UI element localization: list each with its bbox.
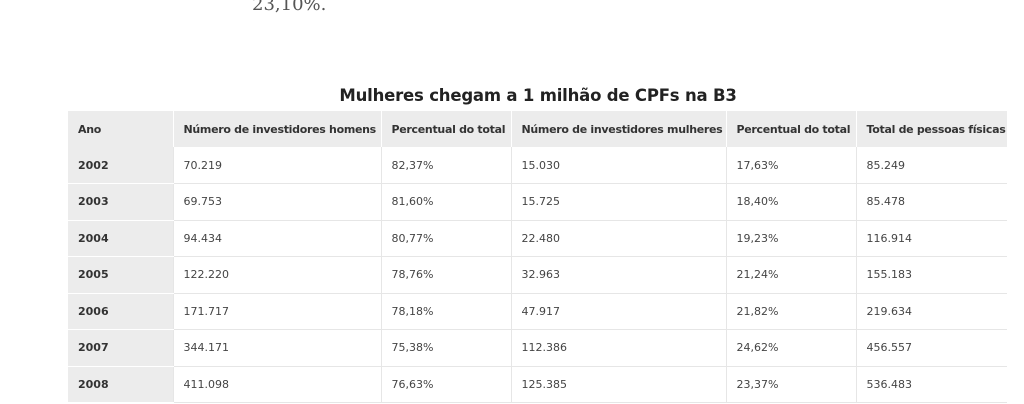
cell-women-investors: 15.725 bbox=[511, 183, 727, 221]
cell-men-percent: 82,37% bbox=[381, 147, 512, 184]
table-title: Mulheres chegam a 1 milhão de CPFs na B3 bbox=[339, 86, 737, 105]
cell-men-percent: 81,60% bbox=[381, 183, 512, 221]
cell-men-percent: 76,63% bbox=[381, 366, 512, 403]
cell-total: 155.183 bbox=[856, 256, 1007, 294]
cell-year: 2008 bbox=[68, 366, 174, 403]
cell-men-percent: 78,76% bbox=[381, 256, 512, 294]
investors-table: Ano Número de investidores homens Percen… bbox=[68, 111, 1008, 403]
cell-men-investors: 122.220 bbox=[173, 256, 382, 294]
cell-total: 85.478 bbox=[856, 183, 1007, 221]
cell-total: 85.249 bbox=[856, 147, 1007, 184]
table-row: 2007 344.171 75,38% 112.386 24,62% 456.5… bbox=[68, 329, 1007, 367]
cell-men-investors: 69.753 bbox=[173, 183, 382, 221]
cell-total: 536.483 bbox=[856, 366, 1007, 403]
table-row: 2006 171.717 78,18% 47.917 21,82% 219.63… bbox=[68, 293, 1007, 330]
cell-men-percent: 75,38% bbox=[381, 329, 512, 367]
column-header-men-investors: Número de investidores homens bbox=[173, 111, 382, 147]
column-header-men-percent: Percentual do total bbox=[381, 111, 512, 147]
table-row: 2008 411.098 76,63% 125.385 23,37% 536.4… bbox=[68, 366, 1007, 403]
cell-year: 2007 bbox=[68, 329, 174, 367]
cell-women-percent: 18,40% bbox=[726, 183, 857, 221]
cell-total: 219.634 bbox=[856, 293, 1007, 330]
cell-women-investors: 15.030 bbox=[511, 147, 727, 184]
column-header-total: Total de pessoas físicas bbox=[856, 111, 1008, 147]
column-header-year: Ano bbox=[68, 111, 174, 147]
cell-total: 456.557 bbox=[856, 329, 1007, 367]
cell-women-percent: 21,24% bbox=[726, 256, 857, 294]
column-header-women-investors: Número de investidores mulheres bbox=[511, 111, 727, 147]
table-row: 2005 122.220 78,76% 32.963 21,24% 155.18… bbox=[68, 256, 1007, 294]
cell-women-investors: 125.385 bbox=[511, 366, 727, 403]
cell-men-investors: 411.098 bbox=[173, 366, 382, 403]
table-row: 2003 69.753 81,60% 15.725 18,40% 85.478 bbox=[68, 183, 1007, 221]
table-row: 2004 94.434 80,77% 22.480 19,23% 116.914 bbox=[68, 220, 1007, 257]
table-header-row: Ano Número de investidores homens Percen… bbox=[68, 111, 1008, 147]
cell-women-investors: 22.480 bbox=[511, 220, 727, 257]
cell-women-investors: 32.963 bbox=[511, 256, 727, 294]
cell-year: 2002 bbox=[68, 147, 174, 184]
cell-women-percent: 17,63% bbox=[726, 147, 857, 184]
cell-men-percent: 78,18% bbox=[381, 293, 512, 330]
cell-year: 2004 bbox=[68, 220, 174, 257]
cell-year: 2003 bbox=[68, 183, 174, 221]
cell-total: 116.914 bbox=[856, 220, 1007, 257]
cell-women-percent: 24,62% bbox=[726, 329, 857, 367]
cell-men-investors: 344.171 bbox=[173, 329, 382, 367]
cell-men-percent: 80,77% bbox=[381, 220, 512, 257]
column-header-women-percent: Percentual do total bbox=[726, 111, 857, 147]
cell-women-percent: 19,23% bbox=[726, 220, 857, 257]
cell-men-investors: 70.219 bbox=[173, 147, 382, 184]
cell-men-investors: 94.434 bbox=[173, 220, 382, 257]
table-row: 2002 70.219 82,37% 15.030 17,63% 85.249 bbox=[68, 147, 1007, 184]
cell-women-percent: 23,37% bbox=[726, 366, 857, 403]
cell-women-investors: 47.917 bbox=[511, 293, 727, 330]
cell-year: 2006 bbox=[68, 293, 174, 330]
cell-men-investors: 171.717 bbox=[173, 293, 382, 330]
cell-year: 2005 bbox=[68, 256, 174, 294]
cell-women-investors: 112.386 bbox=[511, 329, 727, 367]
cell-women-percent: 21,82% bbox=[726, 293, 857, 330]
previous-paragraph-text: 23,10%. bbox=[252, 0, 327, 15]
